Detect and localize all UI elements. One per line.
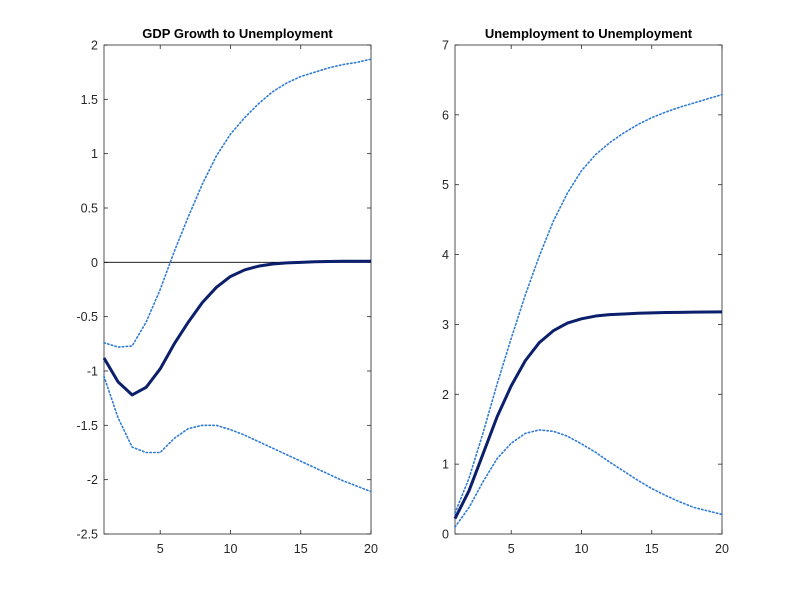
x-tick-label: 5 <box>157 542 164 556</box>
y-tick-label: 1 <box>442 458 449 472</box>
y-tick-label: 2 <box>442 388 449 402</box>
x-tick-label: 15 <box>294 542 308 556</box>
chart-unemployment-to-unemployment: Unemployment to Unemployment 0 1 2 3 4 5 6 7 5 10… <box>442 26 729 556</box>
y-tick-label: 2 <box>91 39 98 53</box>
x-tick-label: 20 <box>715 542 729 556</box>
y-tick-label: -2.5 <box>76 528 98 542</box>
lower-bound-series-line <box>103 375 372 493</box>
upper-bound-series-line <box>454 93 723 514</box>
y-tick-label: 4 <box>442 248 449 262</box>
chart-title: GDP Growth to Unemployment <box>142 26 333 41</box>
impulse-response-series-line <box>102 259 371 397</box>
y-tick-label: 1.5 <box>81 93 98 107</box>
x-tick-label: 10 <box>224 542 238 556</box>
y-tick-label: 0.5 <box>81 202 98 216</box>
y-tick-label: -0.5 <box>76 310 98 324</box>
chart-gdp-growth-to-unemployment: GDP Growth to Unemployment -2.5 -2 -1.5 -1 -… <box>76 26 378 556</box>
y-tick-label: 0 <box>91 256 98 270</box>
x-tick-label: 5 <box>508 542 515 556</box>
chart-title: Unemployment to Unemployment <box>485 26 693 41</box>
x-tick-label: 20 <box>364 542 378 556</box>
y-tick-label: 3 <box>442 318 449 332</box>
y-tick-label: 0 <box>442 528 449 542</box>
y-tick-label: 5 <box>442 178 449 192</box>
lower-bound-series-line <box>454 429 723 528</box>
y-tick-label: 7 <box>442 39 449 53</box>
impulse-response-series-line <box>453 310 723 520</box>
y-tick-label: -1 <box>87 365 98 379</box>
x-tick-label: 10 <box>575 542 589 556</box>
y-tick-label: 6 <box>442 108 449 122</box>
y-tick-label: 1 <box>91 147 98 161</box>
y-tick-label: -1.5 <box>76 419 98 433</box>
y-tick-label: -2 <box>87 473 98 487</box>
axes-frame <box>103 44 372 535</box>
x-tick-label: 15 <box>645 542 659 556</box>
axes-frame <box>454 44 723 535</box>
upper-bound-series-line <box>103 58 372 348</box>
